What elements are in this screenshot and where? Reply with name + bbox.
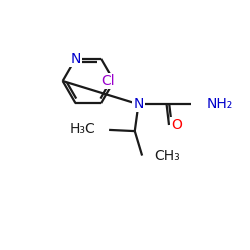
Text: N: N — [133, 97, 144, 111]
Text: NH₂: NH₂ — [206, 97, 233, 111]
Text: N: N — [70, 52, 81, 66]
Text: O: O — [171, 118, 182, 132]
Text: Cl: Cl — [101, 74, 115, 88]
Text: H₃C: H₃C — [70, 122, 96, 136]
Text: CH₃: CH₃ — [154, 148, 180, 162]
